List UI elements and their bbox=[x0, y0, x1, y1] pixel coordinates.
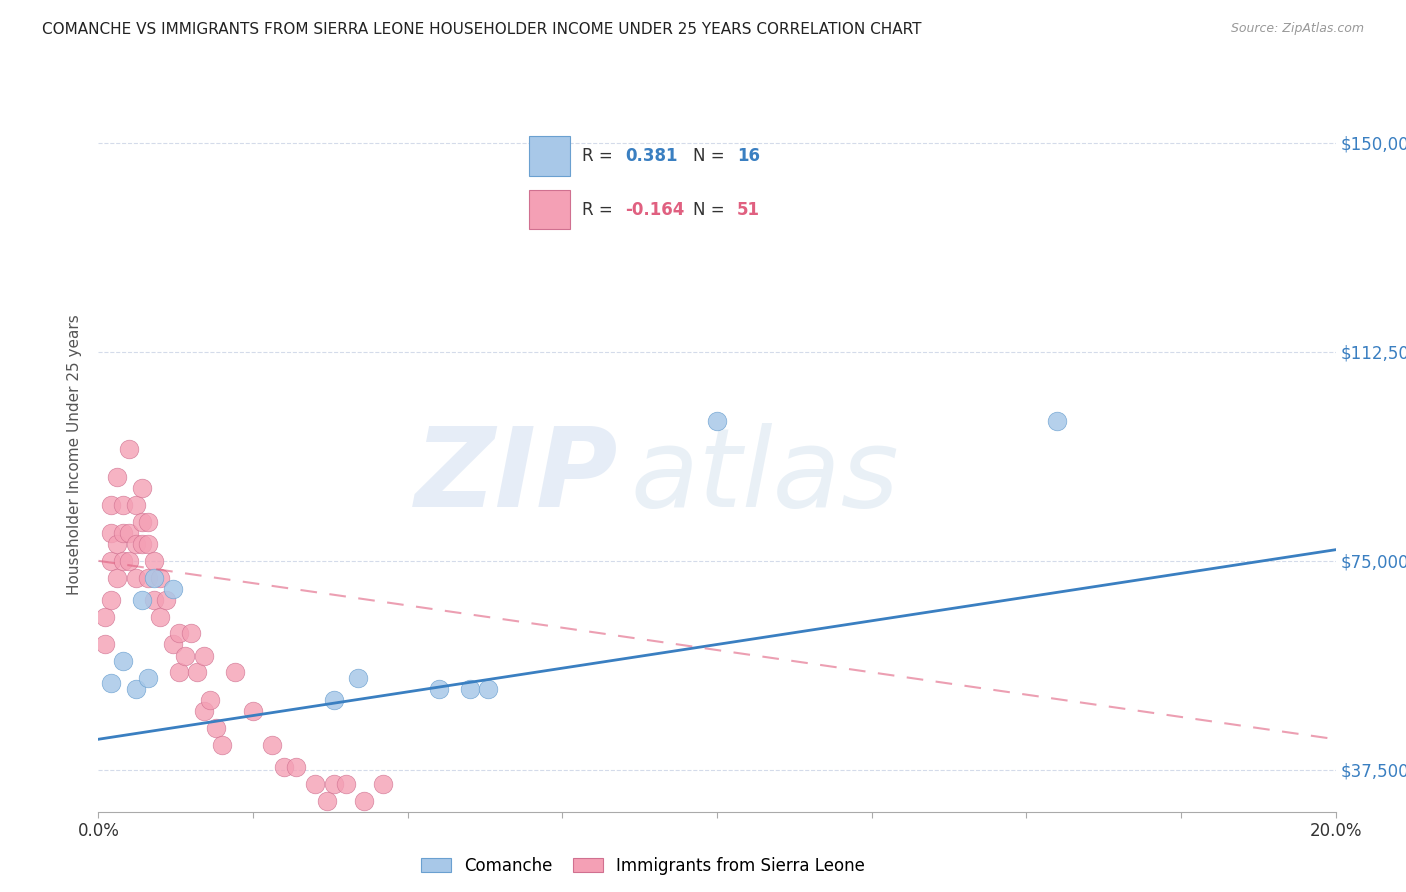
Point bbox=[205, 721, 228, 735]
Text: COMANCHE VS IMMIGRANTS FROM SIERRA LEONE HOUSEHOLDER INCOME UNDER 25 YEARS CORRE: COMANCHE VS IMMIGRANTS FROM SIERRA LEONE… bbox=[42, 22, 922, 37]
Point bbox=[180, 626, 202, 640]
Text: Source: ZipAtlas.com: Source: ZipAtlas.com bbox=[1230, 22, 1364, 36]
Point bbox=[105, 571, 128, 585]
Point bbox=[118, 554, 141, 568]
Point bbox=[100, 592, 122, 607]
Point bbox=[131, 482, 153, 496]
Point bbox=[143, 571, 166, 585]
Point bbox=[224, 665, 246, 680]
Point bbox=[131, 592, 153, 607]
Point bbox=[93, 609, 115, 624]
Text: N =: N = bbox=[693, 147, 730, 165]
Point bbox=[316, 794, 339, 808]
Point bbox=[112, 498, 135, 512]
Point bbox=[162, 582, 184, 596]
Text: -0.164: -0.164 bbox=[626, 201, 685, 219]
Point bbox=[193, 705, 215, 719]
Point bbox=[124, 537, 146, 551]
Point bbox=[162, 637, 184, 651]
Text: N =: N = bbox=[693, 201, 730, 219]
Point bbox=[242, 705, 264, 719]
Point bbox=[136, 671, 159, 685]
Point bbox=[143, 592, 166, 607]
Point bbox=[167, 665, 190, 680]
Point bbox=[353, 794, 375, 808]
Point bbox=[105, 470, 128, 484]
Point bbox=[198, 693, 221, 707]
Point bbox=[118, 526, 141, 541]
Point bbox=[100, 526, 122, 541]
Point bbox=[285, 760, 308, 774]
Point bbox=[124, 498, 146, 512]
Point bbox=[124, 571, 146, 585]
Point bbox=[186, 665, 208, 680]
Point bbox=[322, 777, 344, 791]
Point bbox=[93, 637, 115, 651]
Legend: Comanche, Immigrants from Sierra Leone: Comanche, Immigrants from Sierra Leone bbox=[420, 856, 865, 875]
Point bbox=[131, 515, 153, 529]
Text: 51: 51 bbox=[737, 201, 759, 219]
Text: atlas: atlas bbox=[630, 423, 898, 530]
FancyBboxPatch shape bbox=[530, 136, 569, 176]
Point bbox=[335, 777, 357, 791]
Point bbox=[100, 554, 122, 568]
Point bbox=[131, 537, 153, 551]
Point bbox=[136, 537, 159, 551]
Point bbox=[112, 554, 135, 568]
Point bbox=[112, 526, 135, 541]
Point bbox=[100, 676, 122, 690]
Point bbox=[136, 571, 159, 585]
Point bbox=[167, 626, 190, 640]
Text: R =: R = bbox=[582, 147, 619, 165]
Point bbox=[193, 648, 215, 663]
Point bbox=[211, 738, 233, 752]
Point bbox=[124, 681, 146, 696]
Point bbox=[347, 671, 370, 685]
Point bbox=[595, 855, 617, 869]
Point bbox=[143, 554, 166, 568]
Point bbox=[1046, 414, 1069, 429]
Point bbox=[155, 592, 177, 607]
Y-axis label: Householder Income Under 25 years: Householder Income Under 25 years bbox=[67, 315, 83, 595]
Text: 16: 16 bbox=[737, 147, 759, 165]
Point bbox=[118, 442, 141, 457]
Point bbox=[149, 609, 172, 624]
Point bbox=[273, 760, 295, 774]
Point bbox=[105, 537, 128, 551]
Point bbox=[100, 498, 122, 512]
Point bbox=[371, 777, 394, 791]
Point bbox=[174, 648, 197, 663]
Point bbox=[477, 681, 499, 696]
FancyBboxPatch shape bbox=[530, 190, 569, 229]
Point bbox=[304, 777, 326, 791]
Point bbox=[322, 693, 344, 707]
Point bbox=[260, 738, 283, 752]
Point bbox=[458, 681, 481, 696]
Point bbox=[112, 654, 135, 668]
Point bbox=[136, 515, 159, 529]
Point bbox=[799, 822, 821, 836]
Text: 0.381: 0.381 bbox=[626, 147, 678, 165]
Point bbox=[427, 681, 450, 696]
Text: R =: R = bbox=[582, 201, 619, 219]
Text: ZIP: ZIP bbox=[415, 423, 619, 530]
Point bbox=[149, 571, 172, 585]
Point bbox=[706, 414, 728, 429]
